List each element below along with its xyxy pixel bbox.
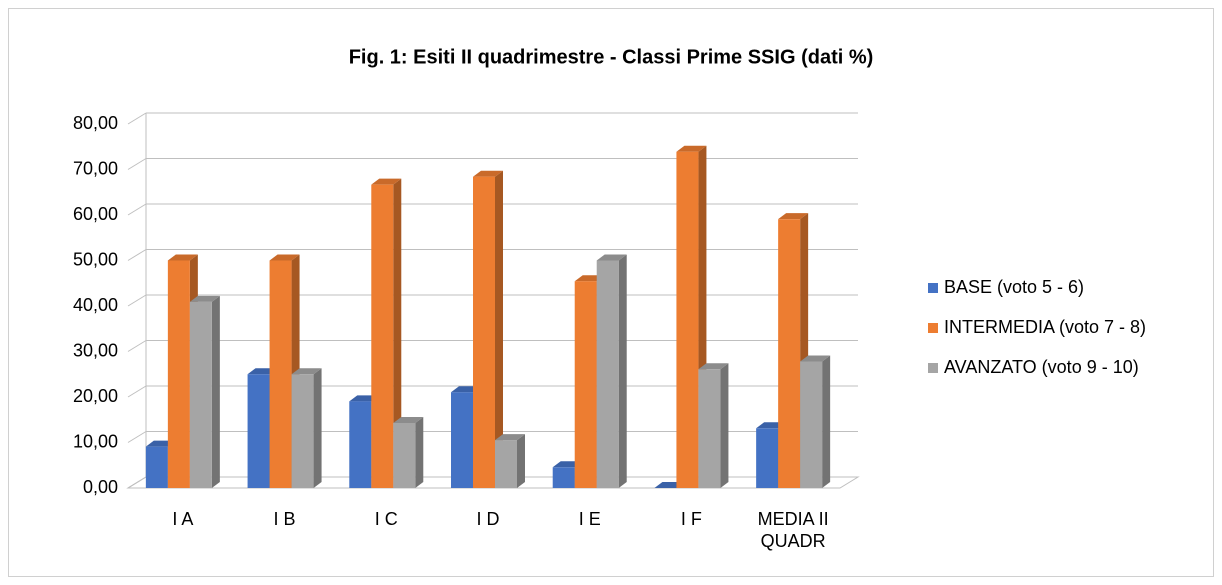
bar-face — [552, 467, 575, 488]
bar-face — [596, 254, 627, 261]
bar-face — [517, 434, 525, 488]
x-tick-label: I E — [578, 509, 601, 529]
bar-face — [189, 301, 212, 488]
bar-face — [495, 434, 525, 441]
bar-face — [720, 363, 729, 488]
y-tick-label: 60,00 — [73, 204, 118, 224]
y-tick-label: 70,00 — [73, 158, 118, 178]
y-tick-label: 40,00 — [73, 295, 118, 315]
bar-face — [698, 369, 721, 488]
grid-line — [127, 385, 147, 398]
bar-face — [393, 178, 402, 489]
grid-line — [127, 294, 147, 307]
bar — [800, 355, 831, 488]
bar-face — [756, 428, 779, 488]
bar-face — [596, 260, 619, 488]
x-tick-label: I D — [476, 509, 500, 529]
grid-line — [127, 158, 147, 170]
bar-face — [371, 178, 402, 185]
y-tick-label: 30,00 — [73, 340, 118, 360]
bar-face — [291, 374, 314, 488]
bar-face — [822, 355, 831, 488]
bar-face — [451, 392, 473, 488]
bar-face — [371, 184, 394, 489]
legend-label: AVANZATO (voto 9 - 10) — [944, 357, 1139, 377]
bar-face — [618, 254, 627, 488]
y-tick-label: 10,00 — [73, 431, 118, 451]
bar-face — [167, 260, 190, 488]
bar — [393, 416, 424, 488]
bar-face — [269, 254, 300, 261]
bar-face — [145, 446, 168, 488]
legend-swatch — [928, 323, 938, 333]
grid-line — [127, 203, 147, 216]
bar-face — [574, 281, 597, 488]
bar-face — [291, 368, 322, 375]
legend-swatch — [928, 283, 938, 293]
bar-face — [495, 170, 503, 488]
x-tick-label: I B — [273, 509, 296, 529]
x-tick-label: I F — [680, 509, 702, 529]
bar-face — [247, 374, 270, 488]
bar-face — [698, 363, 729, 370]
bar — [291, 368, 322, 488]
bar-face — [778, 219, 801, 488]
bar-face — [269, 260, 292, 488]
x-tick-label: MEDIA II QUADR — [757, 509, 829, 551]
bar-face — [189, 295, 220, 302]
bar-face — [676, 151, 699, 488]
bar — [371, 178, 402, 489]
bar-face — [800, 361, 823, 488]
grid-line — [127, 476, 147, 489]
bar-face — [473, 176, 495, 488]
legend-swatch — [928, 363, 938, 373]
y-tick-label: 20,00 — [73, 386, 118, 406]
legend-label: INTERMEDIA (voto 7 - 8) — [944, 317, 1146, 337]
bar-face — [393, 422, 416, 488]
chart-title: Fig. 1: Esiti II quadrimestre - Classi P… — [349, 46, 874, 68]
bar-face — [393, 416, 424, 423]
y-tick-label: 50,00 — [73, 249, 118, 269]
grid-line — [127, 249, 147, 261]
bar — [189, 295, 220, 488]
bar-face — [800, 355, 831, 362]
y-tick-label: 80,00 — [73, 113, 118, 133]
x-tick-label: I A — [172, 509, 194, 529]
bar-face — [313, 368, 322, 488]
bar-face — [473, 170, 503, 177]
grid-line — [127, 340, 147, 352]
bar-face — [349, 401, 372, 488]
x-tick-label: I C — [374, 509, 398, 529]
bar-face — [167, 254, 198, 261]
bar — [473, 170, 503, 488]
bar-face — [676, 145, 707, 152]
bar-face — [495, 440, 517, 488]
bar-face — [211, 295, 220, 488]
bar — [596, 254, 627, 488]
bar — [495, 434, 525, 488]
bar-face — [415, 416, 424, 488]
bar — [698, 363, 729, 488]
legend-label: BASE (voto 5 - 6) — [944, 277, 1084, 297]
bar-face — [778, 213, 809, 220]
grid-line — [127, 112, 147, 125]
y-tick-label: 0,00 — [83, 477, 118, 497]
grid-line — [127, 431, 147, 443]
